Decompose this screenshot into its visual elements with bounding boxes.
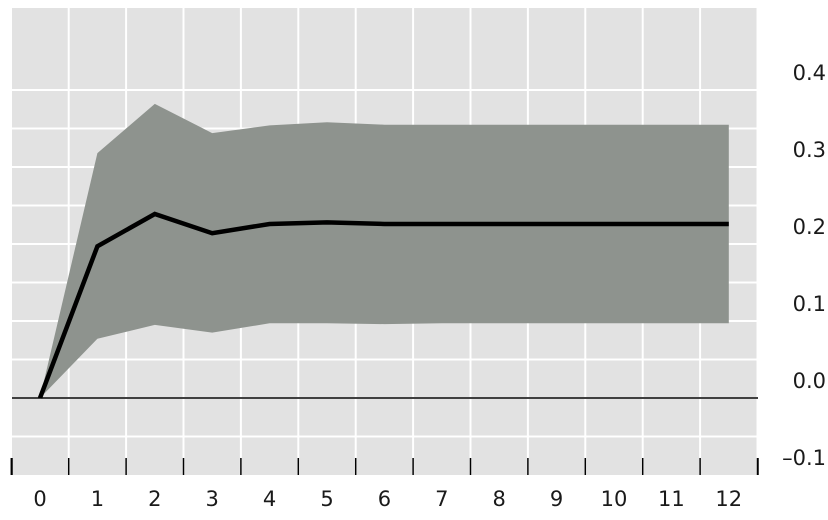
x-tick-label: 9: [550, 487, 563, 511]
y-tick-label: –0.1: [782, 446, 826, 470]
response-line: [37, 211, 729, 399]
x-tick-label: 1: [91, 487, 104, 511]
x-axis: 0 1 2 3 4 5 6 7 8 9 10 11 12: [10, 458, 759, 511]
x-tick-label: 3: [206, 487, 219, 511]
y-axis: 0.4 0.3 0.2 0.1 0.0 –0.1: [782, 61, 826, 470]
x-tick-label: 5: [320, 487, 333, 511]
y-tick-label: 0.2: [793, 215, 826, 239]
y-tick-label: 0.0: [793, 369, 826, 393]
y-tick-label: 0.1: [793, 292, 826, 316]
x-tick-label: 7: [435, 487, 448, 511]
confidence-band: [40, 103, 729, 399]
y-tick-label: 0.3: [793, 138, 826, 162]
x-tick-label: 4: [263, 487, 276, 511]
x-tick-label: 2: [148, 487, 161, 511]
x-tick-label: 8: [493, 487, 506, 511]
y-tick-label: 0.4: [793, 61, 826, 85]
x-tick-label: 6: [378, 487, 391, 511]
x-tick-label: 0: [33, 487, 46, 511]
x-tick-label: 11: [658, 487, 685, 511]
x-tick-label: 10: [601, 487, 628, 511]
x-tick-label: 12: [715, 487, 742, 511]
